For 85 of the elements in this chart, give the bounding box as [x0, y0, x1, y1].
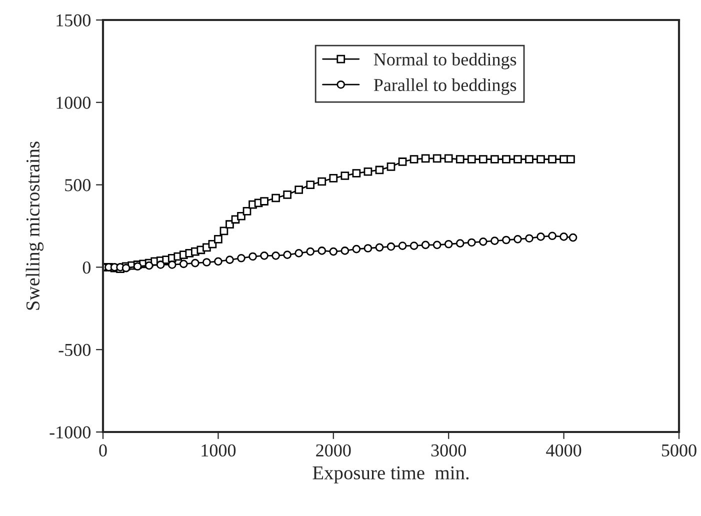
point: [421, 154, 430, 163]
point: [340, 172, 350, 180]
point: [502, 236, 510, 244]
point: [375, 166, 384, 174]
point: [340, 246, 350, 255]
point: [226, 256, 234, 264]
point: [190, 258, 200, 268]
point: [444, 154, 453, 163]
point: [318, 177, 326, 186]
point: [386, 162, 396, 171]
y-tick-label: 500: [65, 179, 91, 192]
x-axis-title: Exposure time min.: [312, 466, 469, 484]
point: [560, 232, 568, 241]
point: [144, 261, 154, 270]
point: [352, 244, 361, 254]
point: [421, 240, 430, 250]
point: [398, 242, 407, 250]
point: [318, 246, 326, 255]
point: [156, 260, 165, 269]
point: [410, 155, 418, 164]
y-axis-title: Swelling microstrains: [26, 142, 44, 310]
point: [260, 251, 268, 260]
point: [536, 155, 545, 164]
point: [502, 155, 510, 164]
point: [478, 237, 488, 246]
point: [179, 260, 188, 268]
point: [306, 180, 315, 189]
point: [242, 207, 252, 216]
point: [168, 260, 176, 269]
point: [202, 258, 211, 266]
point: [386, 242, 396, 251]
point: [548, 155, 556, 164]
point: [525, 155, 534, 164]
point: [398, 158, 407, 166]
point: [432, 240, 442, 250]
point: [329, 247, 338, 256]
point: [490, 236, 499, 245]
point: [272, 194, 280, 202]
point: [467, 155, 476, 164]
point: [364, 244, 372, 252]
point: [490, 155, 499, 164]
point: [548, 232, 556, 240]
point: [248, 252, 257, 261]
point: [467, 238, 476, 247]
x-tick-label: 0: [99, 444, 107, 457]
legend-label: Parallel to beddings: [374, 78, 516, 95]
y-tick-label: 0: [82, 261, 91, 274]
point: [375, 243, 384, 252]
y-tick-label: -1000: [50, 426, 91, 438]
y-tick-label: 1500: [56, 14, 91, 26]
point: [214, 257, 222, 266]
point: [432, 154, 442, 163]
point: [525, 234, 534, 243]
point: [272, 251, 280, 260]
y-tick-label: -500: [58, 344, 91, 356]
point: [514, 155, 522, 164]
point: [478, 155, 488, 164]
point: [294, 186, 304, 194]
point: [566, 155, 575, 164]
point: [237, 254, 246, 262]
y-tick-label: 1000: [56, 96, 91, 109]
point: [568, 233, 578, 242]
legend-label: Normal to beddings: [374, 52, 516, 70]
point: [214, 235, 222, 244]
point: [283, 190, 292, 199]
x-tick-label: 2000: [316, 444, 351, 457]
x-tick-label: 3000: [431, 444, 466, 457]
point: [294, 249, 304, 258]
x-tick-label: 5000: [662, 444, 696, 457]
point: [456, 155, 464, 164]
point: [352, 169, 361, 178]
point: [306, 247, 315, 256]
point: [514, 235, 522, 244]
x-tick-label: 4000: [546, 444, 582, 457]
point: [364, 167, 372, 176]
point: [410, 242, 418, 250]
point: [536, 232, 545, 241]
point: [444, 240, 453, 248]
point: [456, 239, 464, 248]
point: [226, 220, 234, 229]
point: [237, 212, 246, 220]
x-tick-label: 1000: [202, 444, 236, 457]
point: [260, 197, 268, 206]
point: [283, 250, 292, 260]
point: [329, 174, 338, 182]
